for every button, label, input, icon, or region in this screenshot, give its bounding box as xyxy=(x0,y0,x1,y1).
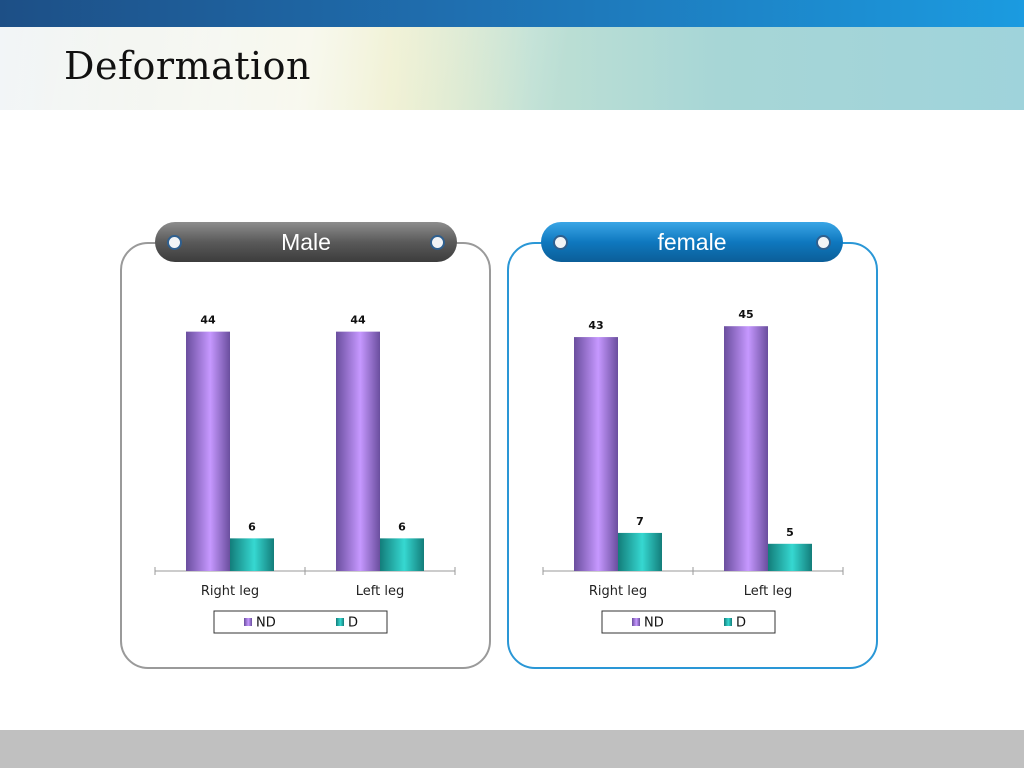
x-tick-label: Left leg xyxy=(744,584,792,599)
legend-label: ND xyxy=(644,616,664,631)
legend-label: D xyxy=(736,616,746,631)
x-tick-label: Right leg xyxy=(201,584,259,599)
data-label: 44 xyxy=(350,314,366,327)
data-label: 6 xyxy=(398,520,406,533)
data-label: 45 xyxy=(738,308,753,321)
male-chart-header: Male xyxy=(155,222,457,262)
footer-bar xyxy=(0,730,1024,768)
legend-swatch-nd xyxy=(632,618,640,626)
pill-right-dot-icon xyxy=(816,235,831,250)
bar-d xyxy=(230,538,274,571)
pill-left-dot-icon xyxy=(167,235,182,250)
data-label: 43 xyxy=(588,319,603,332)
title-banner xyxy=(0,27,1024,110)
male-chart-title: Male xyxy=(281,229,331,255)
slide-title: Deformation xyxy=(64,44,312,88)
legend-box xyxy=(213,610,388,634)
bar-d xyxy=(768,543,812,571)
x-tick-label: Left leg xyxy=(356,584,404,599)
data-label: 7 xyxy=(636,515,644,528)
bar-d xyxy=(380,538,424,571)
legend-box xyxy=(601,610,776,634)
bar-nd xyxy=(574,337,618,571)
data-label: 6 xyxy=(248,520,256,533)
bar-d xyxy=(618,532,662,571)
male-bar-chart: 44 6 Right leg 44 6 Left leg ND D xyxy=(154,314,456,634)
legend-label: D xyxy=(348,616,358,631)
pill-right-dot-icon xyxy=(430,235,445,250)
female-bar-chart: 43 7 Right leg 45 5 Left leg ND D xyxy=(542,308,844,634)
bar-nd xyxy=(186,331,230,571)
x-tick-label: Right leg xyxy=(589,584,647,599)
legend-swatch-d xyxy=(336,618,344,626)
data-label: 5 xyxy=(786,526,794,539)
female-chart-header: female xyxy=(541,222,843,262)
bar-nd xyxy=(724,326,768,571)
legend-swatch-d xyxy=(724,618,732,626)
female-panel xyxy=(507,242,878,669)
legend-swatch-nd xyxy=(244,618,252,626)
pill-left-dot-icon xyxy=(553,235,568,250)
female-chart-title: female xyxy=(657,229,727,255)
male-panel xyxy=(120,242,491,669)
bar-nd xyxy=(336,331,380,571)
data-label: 44 xyxy=(200,314,216,327)
top-strip xyxy=(0,0,1024,27)
legend-label: ND xyxy=(256,616,276,631)
